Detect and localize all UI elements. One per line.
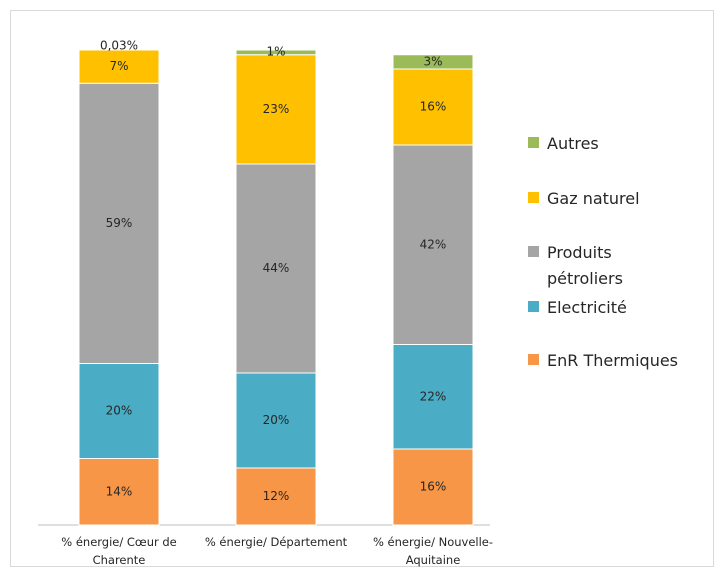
chart-frame bbox=[10, 10, 714, 567]
bar-segment bbox=[235, 163, 317, 374]
x-tick-label: % énergie/ Nouvelle-Aquitaine bbox=[372, 535, 494, 567]
bar-segment bbox=[78, 49, 160, 84]
bar-segment bbox=[78, 82, 160, 364]
data-label: 3% bbox=[423, 54, 442, 68]
legend-item: Produits pétroliers bbox=[528, 240, 647, 292]
data-label: 16% bbox=[420, 100, 447, 114]
bar-segment bbox=[392, 144, 474, 345]
legend-swatch bbox=[528, 246, 539, 257]
bar-segment bbox=[235, 372, 317, 469]
data-label: 44% bbox=[263, 261, 290, 275]
legend-item: Gaz naturel bbox=[528, 186, 697, 212]
legend-label: EnR Thermiques bbox=[547, 351, 679, 370]
data-label: 12% bbox=[263, 489, 290, 503]
legend-label: Gaz naturel bbox=[547, 189, 640, 208]
data-label: 1% bbox=[266, 45, 285, 59]
x-tick-label: % énergie/ Cœur de Charente bbox=[61, 535, 177, 567]
legend-swatch bbox=[528, 354, 539, 365]
bar-segment bbox=[392, 54, 474, 70]
data-label: 20% bbox=[263, 413, 290, 427]
bar-segment bbox=[392, 448, 474, 526]
bar-segment bbox=[392, 344, 474, 450]
bar-segment bbox=[235, 49, 317, 56]
data-label: 16% bbox=[420, 480, 447, 494]
bar-segment bbox=[78, 458, 160, 526]
data-label: 42% bbox=[420, 237, 447, 251]
legend-label: Autres bbox=[547, 134, 599, 153]
legend-label: Produits pétroliers bbox=[547, 243, 623, 288]
data-label: 0,03% bbox=[100, 38, 138, 52]
x-tick-label: % énergie/ Département bbox=[204, 535, 348, 549]
legend-item: EnR Thermiques bbox=[528, 348, 697, 374]
legend-swatch bbox=[528, 301, 539, 312]
bar-segment bbox=[235, 54, 317, 165]
data-label: 7% bbox=[109, 59, 128, 73]
bar-segment bbox=[392, 68, 474, 146]
bar-segment bbox=[78, 363, 160, 459]
data-label: 20% bbox=[106, 404, 133, 418]
data-label: 14% bbox=[106, 484, 133, 498]
legend-label: Electricité bbox=[547, 298, 627, 317]
data-label: 22% bbox=[420, 389, 447, 403]
legend-swatch bbox=[528, 192, 539, 203]
legend-item: Electricité bbox=[528, 295, 697, 321]
data-label: 59% bbox=[106, 216, 133, 230]
legend-item: Autres bbox=[528, 131, 697, 157]
legend-swatch bbox=[528, 137, 539, 148]
data-label: 23% bbox=[263, 102, 290, 116]
